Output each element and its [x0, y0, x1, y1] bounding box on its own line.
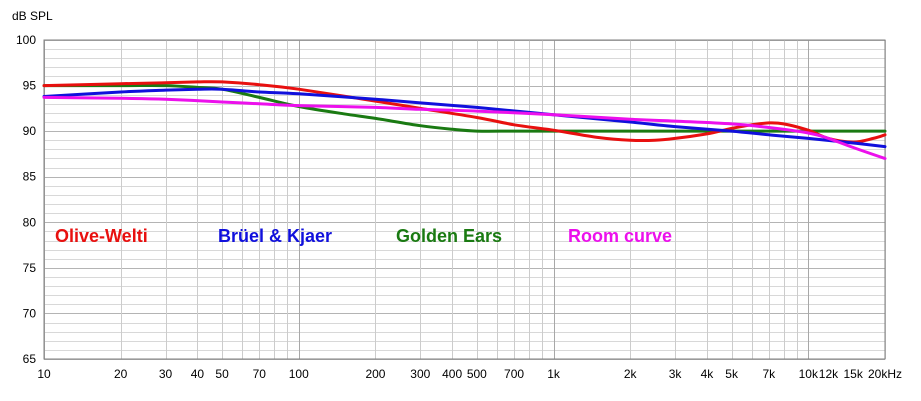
grid	[44, 40, 886, 360]
x-tick-label: 500	[467, 367, 487, 381]
x-tick-label: 70	[253, 367, 267, 381]
x-tick-label: 7k	[762, 367, 776, 381]
x-tick-label: 4k	[701, 367, 715, 381]
plot-frame	[43, 39, 886, 360]
y-tick-labels: 100 95 90 85 80 75 70 65	[16, 33, 36, 366]
x-tick-label: 20kHz	[868, 367, 902, 381]
x-tick-label: 200	[365, 367, 385, 381]
x-tick-label: 3k	[669, 367, 683, 381]
legend-label-br-el-kjaer: Brüel & Kjaer	[218, 226, 332, 246]
y-tick-label: 75	[23, 261, 37, 275]
series-line-room-curve	[42, 95, 887, 160]
x-tick-label: 2k	[624, 367, 638, 381]
x-tick-label: 10k	[799, 367, 819, 381]
x-tick-label: 10	[37, 367, 51, 381]
y-tick-label: 80	[23, 215, 37, 229]
x-tick-label: 1k	[547, 367, 561, 381]
series-lines	[42, 80, 887, 160]
x-tick-labels: 10 20 30 40 50 70 100 200 300 400 500 700 1k 2k 3k 4k 5k…	[37, 367, 902, 381]
y-tick-label: 95	[23, 79, 37, 93]
x-tick-label: 400	[442, 367, 462, 381]
y-tick-label: 65	[23, 352, 37, 366]
y-tick-label: 70	[23, 306, 37, 320]
x-tick-label: 20	[114, 367, 128, 381]
x-tick-label: 15k	[843, 367, 863, 381]
series-line-olive-welti	[42, 80, 887, 144]
legend-label-room-curve: Room curve	[568, 226, 672, 246]
x-tick-label: 12k	[819, 367, 839, 381]
legend-label-olive-welti: Olive-Welti	[55, 226, 148, 246]
legend-label-golden-ears: Golden Ears	[396, 226, 502, 246]
x-tick-label: 40	[191, 367, 205, 381]
y-tick-label: 85	[23, 170, 37, 184]
x-tick-label: 5k	[725, 367, 739, 381]
y-tick-label: 90	[23, 124, 37, 138]
x-tick-label: 30	[159, 367, 173, 381]
x-tick-label: 50	[215, 367, 229, 381]
x-tick-label: 700	[504, 367, 524, 381]
series-line-golden-ears	[42, 83, 887, 133]
series-line-br-el-kjaer	[42, 87, 887, 149]
y-tick-label: 100	[16, 33, 36, 47]
x-tick-label: 100	[289, 367, 309, 381]
legend: Olive-Welti Brüel & Kjaer Golden Ears Room …	[55, 226, 672, 246]
y-axis-label: dB SPL	[12, 9, 53, 23]
x-tick-label: 300	[410, 367, 430, 381]
